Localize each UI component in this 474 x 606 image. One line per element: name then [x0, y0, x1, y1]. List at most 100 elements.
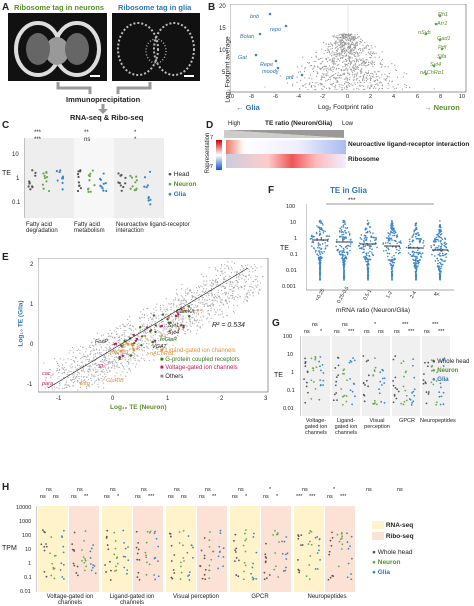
e-point: [143, 358, 145, 360]
e-point: [120, 362, 123, 364]
e-point: [93, 345, 95, 347]
e-point: [130, 348, 132, 350]
e-point: [202, 276, 204, 278]
b-point: [320, 62, 322, 64]
f-point: [366, 266, 369, 268]
e-point: [175, 327, 177, 329]
e-colored-point: [167, 321, 170, 324]
h-legend-riboseq: Ribo-seq: [372, 531, 414, 542]
e-point: [78, 364, 80, 366]
e-point: [217, 294, 219, 296]
h-point: [107, 548, 110, 551]
g-ylabel: TE: [274, 372, 283, 379]
e-point: [141, 316, 143, 318]
f-point: [343, 238, 345, 240]
c-legend-glia: ● Glia: [168, 191, 187, 198]
b-point: [345, 36, 347, 38]
e-point: [221, 311, 223, 313]
f-point: [388, 252, 391, 255]
b-point: [339, 60, 341, 62]
e-point: [249, 294, 251, 296]
b-point: [367, 72, 369, 74]
g-point: [430, 369, 433, 372]
e-point: [228, 298, 230, 300]
e-point: [153, 355, 155, 357]
c-point: [76, 189, 80, 193]
h-point: [43, 571, 46, 573]
h-point: [81, 559, 83, 562]
b-point: [328, 50, 330, 52]
e-point: [92, 369, 95, 371]
e-point: [150, 339, 152, 341]
e-point: [123, 334, 125, 336]
f-point: [360, 247, 362, 250]
h-point: [245, 538, 248, 540]
b-point: [391, 80, 393, 82]
e-point: [136, 344, 138, 346]
b-point: [337, 52, 339, 55]
panel-label-a: A: [2, 2, 10, 13]
e-point: [253, 288, 255, 290]
e-point: [97, 363, 100, 366]
f-point: [338, 230, 341, 233]
f-point: [349, 249, 351, 252]
e-point: [55, 370, 58, 372]
e-point: [188, 317, 191, 319]
e-point: [140, 311, 142, 313]
c-point: [149, 203, 152, 206]
h-point: [90, 547, 93, 550]
e-point: [161, 338, 163, 341]
b-point: [387, 66, 389, 68]
e-point: [179, 314, 182, 316]
b-point: [381, 51, 383, 53]
panel-a-title-glia: Ribosome tag in glia: [118, 3, 192, 12]
e-point: [185, 300, 187, 303]
b-point: [326, 48, 328, 50]
e-point: [142, 343, 145, 345]
e-point: [73, 375, 75, 377]
e-point: [198, 286, 201, 289]
e-point: [199, 294, 201, 296]
b-point: [335, 42, 337, 44]
h-point: [76, 565, 79, 568]
e-point: [177, 310, 180, 312]
f-point: [390, 264, 393, 266]
e-point: [98, 342, 100, 344]
f-point: [408, 240, 411, 243]
e-colored-point: [169, 321, 172, 324]
e-point: [93, 338, 95, 340]
e-point: [156, 347, 158, 349]
b-point: [349, 51, 351, 53]
e-point: [69, 386, 71, 388]
b-point: [348, 40, 350, 42]
e-point: [93, 374, 95, 376]
b-point: [325, 68, 328, 70]
f-ytick-001: 0.01: [286, 268, 297, 274]
b-point: [370, 84, 372, 87]
b-gene-gad1: Gad1: [437, 36, 451, 42]
b-point: [332, 61, 334, 63]
e-point: [116, 352, 118, 354]
f-point: [440, 233, 443, 235]
h-point: [188, 571, 191, 574]
e-point: [109, 362, 112, 364]
f-point: [317, 226, 320, 229]
e-point: [97, 383, 99, 385]
e-point: [233, 297, 236, 299]
f-point: [436, 265, 439, 268]
e-point: [92, 363, 94, 366]
b-point: [322, 74, 325, 76]
panel-label-h: H: [2, 482, 10, 493]
e-point: [83, 371, 85, 373]
g-sig-pair: ns: [304, 329, 310, 335]
e-point: [103, 349, 105, 352]
e-point: [215, 284, 217, 286]
e-point: [239, 274, 241, 276]
e-point: [196, 329, 198, 331]
e-point: [194, 310, 196, 312]
h-point: [179, 561, 182, 564]
e-point: [159, 331, 161, 333]
b-point: [374, 56, 376, 58]
h-group: Voltage-gated ion channels: [46, 594, 94, 606]
h-point: [217, 555, 220, 558]
